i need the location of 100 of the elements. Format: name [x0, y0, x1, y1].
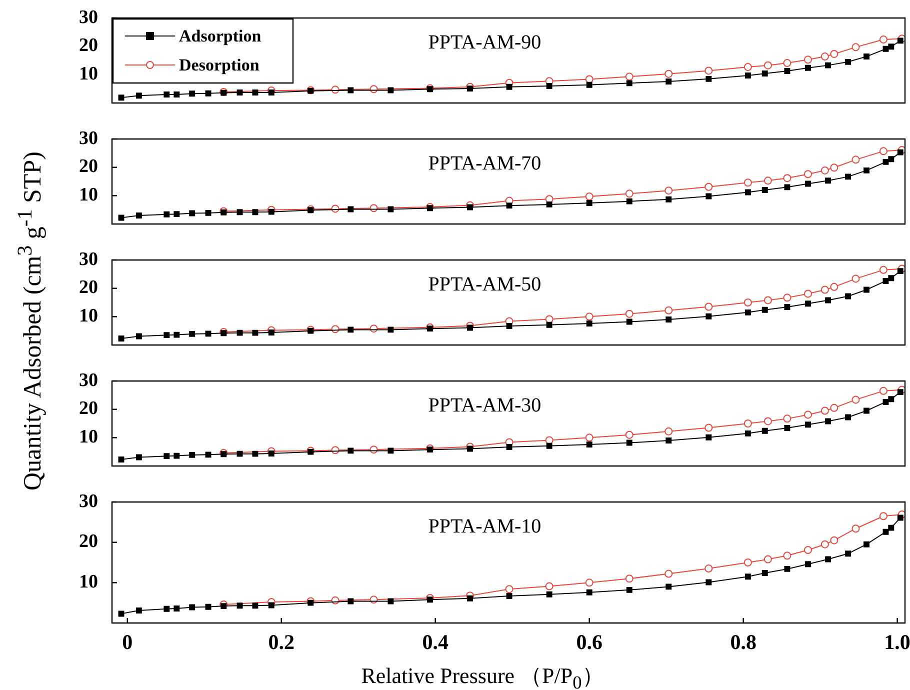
point [174, 606, 180, 612]
point [764, 61, 772, 70]
point [804, 56, 812, 64]
point [744, 558, 752, 566]
point [546, 201, 552, 208]
point [706, 193, 712, 200]
text: PPTA-AM-90 [428, 31, 542, 54]
point [864, 286, 870, 293]
y-tick-label: 30 [79, 248, 98, 270]
x-tick-label: 0.6 [576, 630, 602, 654]
point [864, 54, 870, 60]
point [825, 556, 831, 562]
point [879, 266, 888, 274]
point [586, 200, 592, 206]
point [625, 574, 634, 583]
point [744, 189, 751, 196]
point [783, 174, 792, 182]
point [370, 85, 378, 94]
point [205, 604, 212, 610]
x-tick-label: 1.0 [884, 630, 910, 654]
point [626, 586, 632, 593]
text: PPTA-AM-10 [428, 515, 542, 538]
point [164, 92, 170, 98]
point [505, 585, 514, 594]
point [830, 50, 838, 58]
point [762, 70, 768, 77]
point [845, 174, 851, 180]
point [888, 396, 894, 402]
point [136, 608, 142, 614]
point [467, 446, 473, 452]
point [764, 296, 772, 304]
point [205, 210, 212, 216]
point [467, 86, 473, 92]
point [805, 422, 811, 428]
y-tick-label: 10 [79, 426, 98, 448]
point [664, 306, 673, 314]
point [879, 36, 888, 44]
point [744, 298, 752, 306]
point [805, 561, 811, 568]
point [174, 452, 180, 459]
point [268, 208, 274, 215]
point [762, 306, 768, 313]
point [864, 541, 870, 548]
y-tick-label: 30 [79, 128, 98, 149]
point [546, 83, 552, 89]
point [783, 552, 792, 560]
point [664, 186, 673, 195]
point [825, 178, 831, 184]
point [268, 90, 274, 96]
point [506, 323, 512, 329]
point [888, 156, 894, 162]
point [586, 589, 592, 596]
point [545, 582, 554, 590]
point [388, 598, 394, 604]
point [825, 62, 831, 68]
point [348, 87, 354, 94]
point [888, 524, 894, 531]
point [852, 396, 860, 404]
point [830, 282, 838, 291]
point [845, 293, 851, 300]
point [546, 442, 552, 449]
point [852, 524, 860, 533]
point [704, 182, 713, 191]
point [220, 603, 227, 610]
point [236, 90, 243, 96]
text: PPTA-AM-50 [428, 273, 542, 296]
point [744, 63, 752, 72]
point [882, 278, 889, 284]
point [882, 398, 889, 405]
point [706, 579, 712, 586]
y-tick-label: 10 [79, 184, 98, 206]
point [830, 164, 838, 172]
point [268, 450, 274, 457]
point [783, 414, 792, 423]
point [852, 43, 860, 52]
point [784, 184, 790, 190]
legend-label: Adsorption [179, 26, 262, 46]
point [118, 610, 124, 617]
point [744, 72, 751, 78]
point [136, 333, 142, 340]
point [205, 330, 212, 337]
point [888, 275, 894, 282]
point [136, 212, 142, 218]
point [467, 324, 473, 331]
text: PPTA-AM-70 [428, 152, 542, 174]
point [164, 211, 170, 218]
point [467, 595, 473, 602]
point [762, 570, 768, 576]
point [268, 330, 274, 336]
point [626, 198, 632, 204]
y-tick-label: 30 [79, 6, 98, 28]
point [820, 52, 829, 61]
point [252, 90, 258, 96]
point [804, 546, 812, 554]
point [744, 309, 751, 316]
point [804, 170, 812, 178]
x-tick-label: 0.2 [268, 630, 295, 654]
point [626, 440, 632, 446]
point [820, 286, 829, 294]
point [585, 312, 594, 321]
